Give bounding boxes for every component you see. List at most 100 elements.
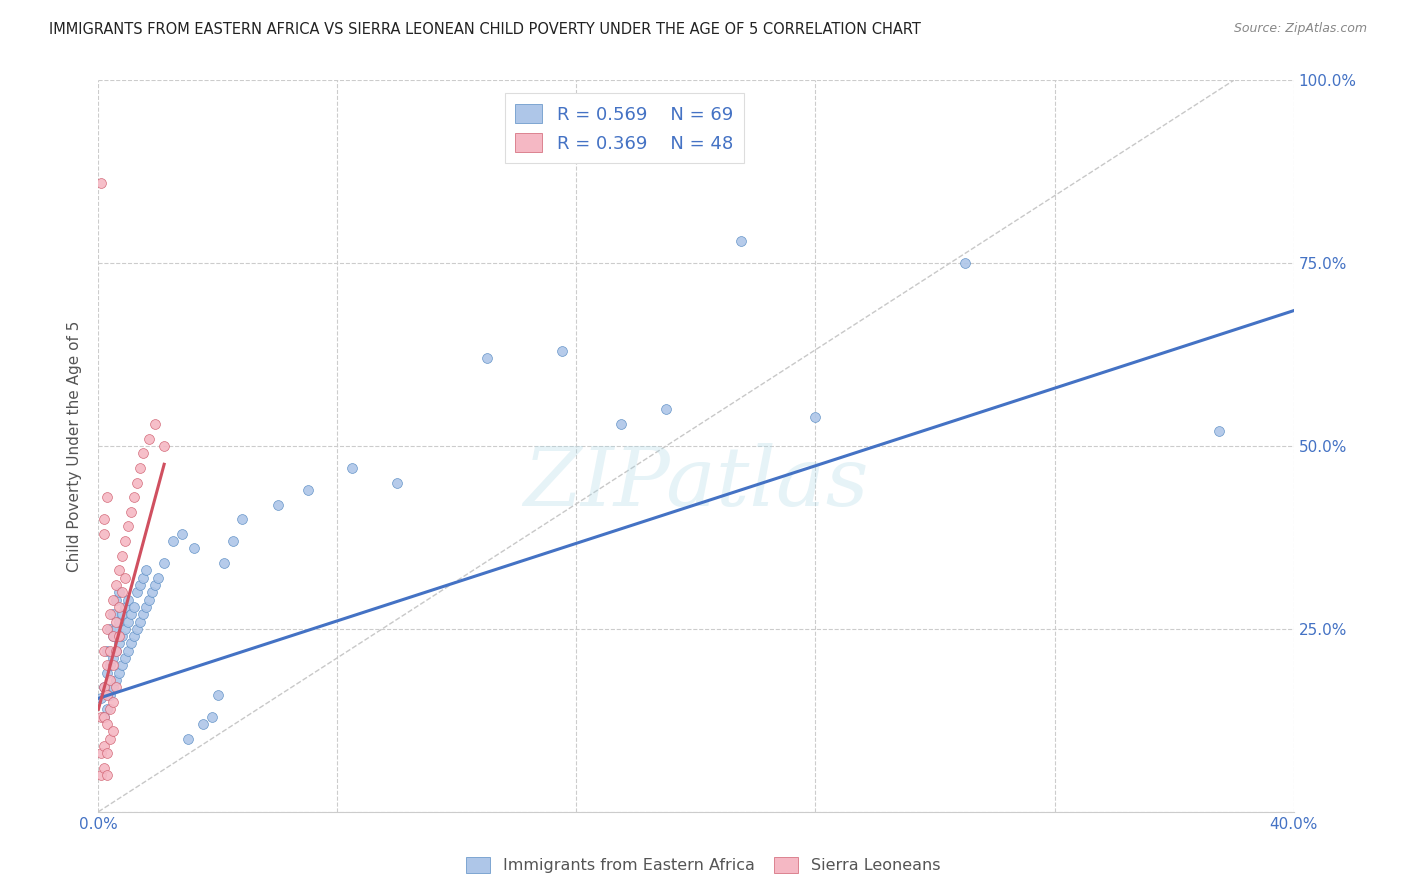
Point	[98, 658, 122, 673]
Point	[124, 629, 146, 643]
Point	[103, 658, 125, 673]
Point	[124, 599, 146, 614]
Point	[135, 563, 157, 577]
Point	[98, 731, 122, 746]
Point	[120, 505, 142, 519]
Point	[111, 585, 134, 599]
Text: ZIPatlas: ZIPatlas	[523, 442, 869, 523]
Point	[129, 615, 152, 629]
Point	[103, 607, 125, 622]
Point	[342, 461, 364, 475]
Point	[222, 534, 245, 549]
Point	[98, 673, 122, 687]
Point	[135, 599, 157, 614]
Point	[111, 549, 134, 563]
Point	[93, 526, 115, 541]
Point	[96, 622, 118, 636]
Point	[103, 651, 125, 665]
Point	[96, 644, 118, 658]
Point	[138, 592, 160, 607]
Point	[105, 681, 128, 695]
Point	[231, 512, 253, 526]
Point	[103, 724, 125, 739]
Point	[103, 681, 125, 695]
Point	[111, 658, 134, 673]
Point	[96, 688, 118, 702]
Point	[108, 585, 131, 599]
Legend: R = 0.569    N = 69, R = 0.369    N = 48: R = 0.569 N = 69, R = 0.369 N = 48	[505, 93, 744, 163]
Point	[172, 526, 194, 541]
Point	[105, 644, 128, 658]
Point	[212, 556, 235, 570]
Y-axis label: Child Poverty Under the Age of 5: Child Poverty Under the Age of 5	[67, 320, 83, 572]
Point	[96, 746, 118, 760]
Point	[103, 695, 125, 709]
Point	[93, 681, 115, 695]
Point	[129, 461, 152, 475]
Point	[108, 636, 131, 650]
Point	[953, 256, 976, 270]
Point	[93, 709, 115, 723]
Point	[96, 717, 118, 731]
Point	[105, 615, 128, 629]
Point	[120, 636, 142, 650]
Point	[93, 739, 115, 753]
Point	[153, 556, 176, 570]
Point	[98, 702, 122, 716]
Point	[103, 629, 125, 643]
Point	[177, 731, 200, 746]
Point	[475, 351, 498, 366]
Point	[183, 541, 205, 556]
Point	[127, 622, 149, 636]
Point	[132, 607, 155, 622]
Point	[162, 534, 184, 549]
Point	[117, 615, 139, 629]
Point	[90, 746, 112, 760]
Point	[138, 432, 160, 446]
Point	[730, 234, 752, 248]
Point	[98, 688, 122, 702]
Point	[111, 607, 134, 622]
Point	[143, 578, 166, 592]
Point	[108, 665, 131, 680]
Point	[103, 629, 125, 643]
Point	[114, 651, 136, 665]
Point	[267, 498, 290, 512]
Point	[191, 717, 214, 731]
Point	[655, 402, 678, 417]
Point	[108, 563, 131, 577]
Point	[96, 658, 118, 673]
Point	[148, 571, 170, 585]
Point	[550, 343, 572, 358]
Point	[132, 446, 155, 460]
Text: Source: ZipAtlas.com: Source: ZipAtlas.com	[1233, 22, 1367, 36]
Point	[111, 629, 134, 643]
Point	[108, 629, 131, 643]
Point	[127, 585, 149, 599]
Point	[90, 768, 112, 782]
Point	[117, 644, 139, 658]
Point	[90, 176, 112, 190]
Point	[120, 607, 142, 622]
Point	[129, 578, 152, 592]
Point	[105, 578, 128, 592]
Point	[127, 475, 149, 490]
Point	[93, 761, 115, 775]
Point	[153, 439, 176, 453]
Point	[98, 607, 122, 622]
Point	[201, 709, 224, 723]
Point	[117, 519, 139, 533]
Point	[114, 622, 136, 636]
Point	[207, 688, 229, 702]
Point	[98, 622, 122, 636]
Point	[105, 592, 128, 607]
Point	[108, 599, 131, 614]
Legend: Immigrants from Eastern Africa, Sierra Leoneans: Immigrants from Eastern Africa, Sierra L…	[460, 850, 946, 880]
Point	[114, 599, 136, 614]
Point	[93, 681, 115, 695]
Point	[804, 409, 827, 424]
Point	[610, 417, 633, 431]
Point	[108, 615, 131, 629]
Point	[93, 709, 115, 723]
Point	[141, 585, 163, 599]
